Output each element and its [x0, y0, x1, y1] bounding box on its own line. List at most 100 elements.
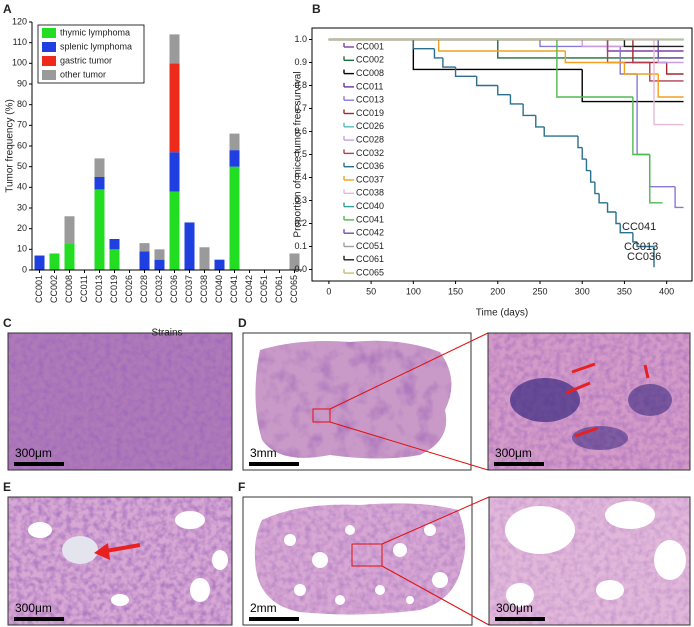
- panel-label: E: [3, 480, 11, 494]
- bar: [139, 251, 150, 270]
- bar: [154, 259, 165, 270]
- y-tick-label: 110: [13, 37, 27, 47]
- survival-step: [649, 62, 684, 82]
- survival-step: [674, 186, 684, 209]
- bar: [109, 239, 120, 250]
- survival-step: [412, 39, 583, 71]
- x-tick-label: CC002: [49, 275, 59, 303]
- x-tick-label: 200: [490, 286, 505, 296]
- scale-bar-label: 300μm: [15, 601, 52, 615]
- bar: [289, 253, 300, 270]
- legend-swatch: [42, 28, 56, 38]
- y-tick-label: 70: [17, 120, 27, 130]
- x-tick-label: 250: [532, 286, 547, 296]
- bar: [169, 152, 180, 192]
- y-tick-label: 1.0: [294, 34, 307, 44]
- legend-label: CC040: [356, 201, 384, 211]
- legend-label: CC036: [356, 161, 384, 171]
- x-tick-label: CC001: [34, 275, 44, 303]
- y-tick-label: 0.7: [294, 103, 307, 113]
- scale-bar-label: 300μm: [495, 446, 532, 460]
- x-tick-label: CC040: [214, 275, 224, 303]
- x-tick-label: 350: [617, 286, 632, 296]
- y-tick-label: 10: [17, 244, 27, 254]
- legend-swatch: [42, 70, 56, 80]
- scale-bar-label: 2mm: [250, 601, 277, 615]
- x-tick-label: CC013: [94, 275, 104, 303]
- x-tick-label: CC038: [199, 275, 209, 303]
- curve-annotation: CC041: [622, 221, 656, 233]
- survival-step: [623, 39, 684, 48]
- image-f-zoom: [488, 496, 691, 626]
- bar: [64, 216, 75, 244]
- bar: [169, 191, 180, 270]
- survival-step: [606, 202, 616, 213]
- y-tick-label: 30: [17, 202, 27, 212]
- legend-label: other tumor: [60, 69, 106, 79]
- x-tick-label: CC019: [109, 275, 119, 303]
- image-e: [7, 496, 233, 626]
- legend-label: CC013: [356, 95, 384, 105]
- survival-step: [535, 115, 545, 128]
- bar: [49, 253, 60, 270]
- bar: [169, 34, 180, 64]
- survival-step: [497, 85, 511, 96]
- legend-label: gastric tumor: [60, 55, 112, 65]
- survival-step: [543, 126, 578, 137]
- survival-step: [649, 154, 663, 204]
- curve-annotation: CC036: [627, 251, 661, 263]
- bar: [169, 63, 180, 153]
- survival-step: [442, 57, 456, 68]
- bar: [94, 158, 105, 177]
- y-tick-label: 0.2: [294, 218, 307, 228]
- x-tick-label: 400: [659, 286, 674, 296]
- legend-label: splenic lymphoma: [60, 41, 132, 51]
- legend-label: CC011: [356, 81, 383, 91]
- scale-bar-label: 300μm: [15, 446, 52, 460]
- x-tick-label: CC026: [124, 275, 134, 303]
- legend-label: CC019: [356, 108, 384, 118]
- y-tick-label: 0.4: [294, 172, 307, 182]
- survival-step: [653, 39, 684, 126]
- legend-label: CC065: [356, 267, 384, 277]
- bar: [154, 249, 165, 260]
- x-tick-label: 0: [326, 286, 331, 296]
- bar: [229, 150, 240, 167]
- bar: [34, 255, 45, 270]
- y-tick-label: 0.1: [294, 241, 307, 251]
- legend-label: CC008: [356, 68, 384, 78]
- x-tick-label: CC008: [64, 275, 74, 303]
- survival-step: [577, 136, 583, 149]
- survival-step: [581, 69, 684, 103]
- legend-swatch: [42, 56, 56, 66]
- x-tick-label: CC061: [274, 275, 284, 303]
- legend-label: thymic lymphoma: [60, 27, 130, 37]
- legend-label: CC028: [356, 134, 384, 144]
- x-axis-label: Strains: [151, 328, 182, 339]
- x-tick-label: CC065: [289, 275, 299, 303]
- scale-bar-label: 300μm: [496, 601, 533, 615]
- legend-label: CC032: [356, 148, 384, 158]
- y-tick-label: 90: [17, 78, 27, 88]
- y-tick-label: 100: [12, 58, 27, 68]
- survival-step: [475, 76, 498, 87]
- x-tick-label: 300: [575, 286, 590, 296]
- legend-label: CC026: [356, 121, 384, 131]
- survival-step: [581, 147, 587, 160]
- x-tick-label: CC036: [169, 275, 179, 303]
- survival-step: [594, 182, 600, 195]
- survival-step: [657, 46, 684, 64]
- survival-step: [522, 103, 536, 117]
- survival-step: [632, 232, 638, 243]
- bar: [229, 166, 240, 270]
- survival-step: [657, 39, 684, 59]
- bar: [139, 243, 150, 252]
- image-d-whole: [242, 332, 489, 471]
- survival-step: [585, 159, 591, 172]
- legend-label: CC061: [356, 254, 384, 264]
- y-tick-label: 0.5: [294, 149, 307, 159]
- image-f-whole: [242, 496, 490, 626]
- legend-swatch: [42, 42, 56, 52]
- panel-label: C: [3, 316, 12, 330]
